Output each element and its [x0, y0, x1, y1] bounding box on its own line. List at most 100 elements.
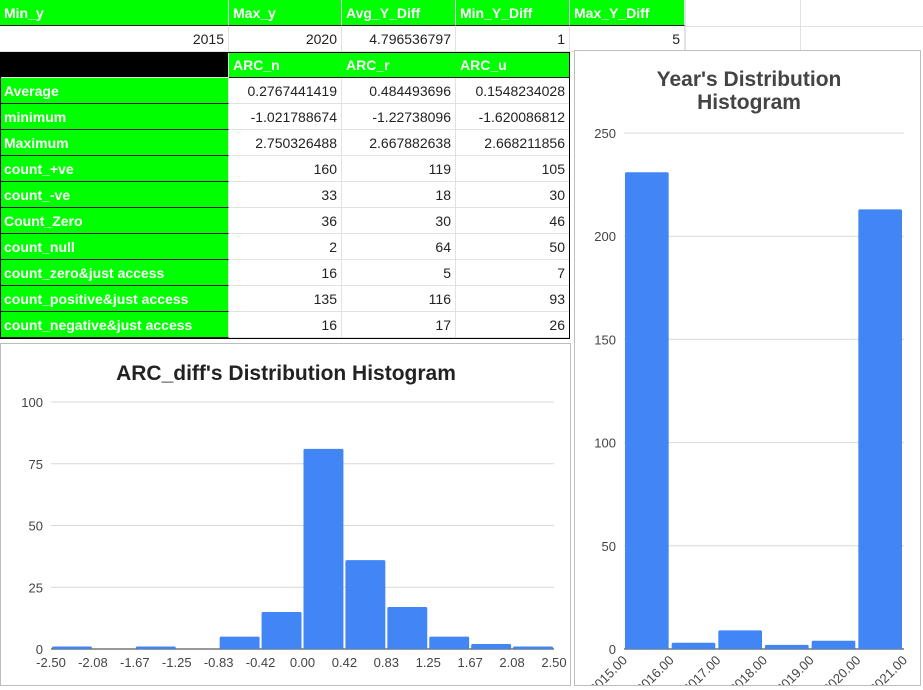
row-label[interactable]: Count_Zero — [0, 208, 229, 234]
x-tick-label: 2015.00 — [586, 653, 630, 685]
value-cell[interactable]: 135 — [229, 286, 342, 312]
x-tick-label: 2019.00 — [773, 653, 817, 685]
y-tick-label: 100 — [594, 436, 616, 451]
value-cell[interactable]: 0.2767441419 — [229, 78, 342, 104]
row-label[interactable]: Average — [0, 78, 229, 104]
value-cell[interactable]: 5 — [342, 260, 456, 286]
row-label[interactable]: count_negative&just access — [0, 312, 229, 338]
value-cell[interactable]: 0.484493696 — [342, 78, 456, 104]
value-cell[interactable]: 30 — [342, 208, 456, 234]
y-tick-label: 25 — [29, 580, 43, 595]
histogram-bar — [387, 607, 428, 649]
histogram-bar — [513, 646, 553, 649]
value-cell[interactable]: 2.750326488 — [229, 130, 342, 156]
row-label[interactable]: Maximum — [0, 130, 229, 156]
value-cell[interactable]: 64 — [342, 234, 456, 260]
value-cell[interactable]: 0.1548234028 — [456, 78, 570, 104]
histogram-bar — [135, 646, 176, 649]
y-tick-label: 200 — [594, 229, 616, 244]
value-cell[interactable]: 30 — [456, 182, 570, 208]
value-cell[interactable]: 16 — [229, 260, 342, 286]
row-label[interactable]: count_-ve — [0, 182, 229, 208]
x-tick-label: 1.25 — [416, 655, 441, 670]
y-tick-label: 150 — [594, 332, 616, 347]
row-label[interactable]: count_null — [0, 234, 229, 260]
column-header[interactable]: ARC_n — [229, 52, 342, 78]
x-tick-label: -1.25 — [162, 655, 192, 670]
value-cell[interactable]: 1 — [456, 26, 570, 52]
value-cell[interactable]: 2.668211856 — [456, 130, 570, 156]
chart-title: Year's Distribution — [657, 68, 842, 91]
histogram-bar — [858, 209, 902, 650]
x-tick-label: -2.08 — [78, 655, 108, 670]
value-cell[interactable]: 33 — [229, 182, 342, 208]
y-tick-label: 75 — [29, 457, 43, 472]
value-cell[interactable]: 2015 — [0, 26, 229, 52]
gridline — [800, 0, 801, 50]
value-cell[interactable]: -1.021788674 — [229, 104, 342, 130]
column-header[interactable]: ARC_r — [342, 52, 456, 78]
y-tick-label: 100 — [21, 395, 43, 410]
value-cell[interactable]: 4.796536797 — [342, 26, 456, 52]
header-cell[interactable]: Min_Y_Diff — [456, 0, 570, 26]
histogram-bar — [219, 636, 260, 649]
chart-title: Histogram — [697, 91, 801, 114]
y-tick-label: 250 — [594, 126, 616, 141]
value-cell[interactable]: 160 — [229, 156, 342, 182]
value-cell[interactable]: 105 — [456, 156, 570, 182]
x-tick-label: 2018.00 — [726, 653, 770, 685]
histogram-bar — [52, 646, 92, 649]
histogram-bar — [671, 642, 716, 649]
histogram-bar — [345, 560, 386, 649]
y-tick-label: 0 — [609, 642, 616, 657]
row-label[interactable]: count_positive&just access — [0, 286, 229, 312]
value-cell[interactable]: 116 — [342, 286, 456, 312]
x-tick-label: 2016.00 — [633, 653, 677, 685]
corner-cell[interactable] — [0, 52, 229, 78]
x-tick-label: 2021.00 — [866, 653, 910, 685]
x-tick-label: 2017.00 — [680, 653, 724, 685]
value-cell[interactable]: 36 — [229, 208, 342, 234]
histogram-bar — [765, 644, 809, 649]
row-label[interactable]: count_+ve — [0, 156, 229, 182]
x-tick-label: -2.50 — [36, 655, 66, 670]
value-cell[interactable]: 2020 — [229, 26, 342, 52]
histogram-bar — [625, 172, 669, 649]
value-cell[interactable]: 2 — [229, 234, 342, 260]
histogram-bar — [718, 630, 762, 649]
x-tick-label: 0.00 — [290, 655, 315, 670]
x-tick-label: 1.67 — [458, 655, 483, 670]
value-cell[interactable]: -1.620086812 — [456, 104, 570, 130]
year-histogram-panel[interactable]: Year's Distribution Histogram 0 50 100 150 200… — [574, 50, 921, 690]
value-cell[interactable]: 18 — [342, 182, 456, 208]
x-tick-label: 0.42 — [332, 655, 357, 670]
value-cell[interactable]: 17 — [342, 312, 456, 338]
column-header[interactable]: ARC_u — [456, 52, 570, 78]
value-cell[interactable]: 50 — [456, 234, 570, 260]
gridline — [685, 26, 923, 27]
value-cell[interactable]: 46 — [456, 208, 570, 234]
row-label[interactable]: count_zero&just access — [0, 260, 229, 286]
header-cell[interactable]: Max_y — [229, 0, 342, 26]
header-cell[interactable]: Max_Y_Diff — [570, 0, 685, 26]
value-cell[interactable]: 26 — [456, 312, 570, 338]
x-tick-label: -1.67 — [120, 655, 150, 670]
histogram-bar — [261, 611, 302, 649]
header-cell[interactable]: Avg_Y_Diff — [342, 0, 456, 26]
histogram-bar — [811, 640, 856, 649]
histogram-bar — [471, 644, 512, 649]
value-cell[interactable]: 119 — [342, 156, 456, 182]
y-tick-label: 50 — [602, 539, 616, 554]
value-cell[interactable]: 93 — [456, 286, 570, 312]
value-cell[interactable]: -1.22738096 — [342, 104, 456, 130]
value-cell[interactable]: 5 — [570, 26, 685, 52]
arc-diff-histogram-panel[interactable]: ARC_diff's Distribution Histogram 0 25 50 75… — [0, 343, 571, 686]
value-cell[interactable]: 16 — [229, 312, 342, 338]
row-label[interactable]: minimum — [0, 104, 229, 130]
x-tick-label: -0.83 — [204, 655, 234, 670]
value-cell[interactable]: 7 — [456, 260, 570, 286]
y-tick-label: 0 — [36, 642, 43, 657]
header-cell[interactable]: Min_y — [0, 0, 229, 26]
value-cell[interactable]: 2.667882638 — [342, 130, 456, 156]
